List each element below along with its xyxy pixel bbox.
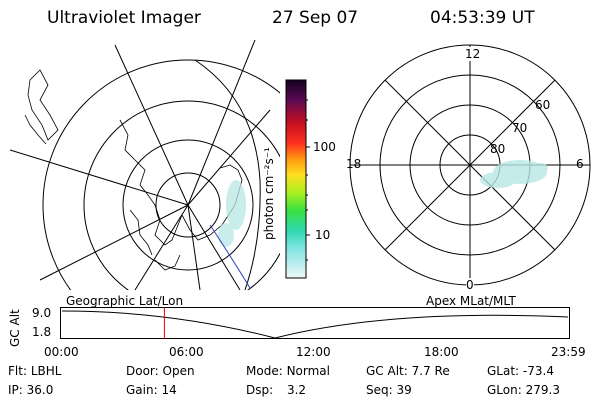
meridian-line <box>187 204 201 290</box>
apex-label: Apex MLat/MLT <box>426 294 516 308</box>
coastline-antarctic-peninsula <box>119 119 183 246</box>
colorbar-unit-label: photon cm⁻²s⁻¹ <box>262 147 276 240</box>
timeline-ytick-top: 9.0 <box>32 306 52 320</box>
xtick-2359: 23:59 <box>551 345 586 359</box>
aurora-emission-polar <box>480 160 548 188</box>
meridian-line <box>187 40 256 206</box>
meridian-line <box>114 44 189 206</box>
xtick-0600: 06:00 <box>169 345 204 359</box>
coastline-island <box>129 209 153 256</box>
instrument-title: Ultraviolet Imager <box>47 8 201 28</box>
timeline-ytick-bottom: 1.8 <box>32 325 52 339</box>
xtick-1200: 12:00 <box>296 345 331 359</box>
altitude-curve <box>61 310 569 339</box>
date-label: 27 Sep 07 <box>272 8 359 28</box>
colorbar <box>285 79 310 279</box>
colorbar-tick-10: 10 <box>315 228 331 242</box>
status-gain: Gain: 14 <box>126 383 177 397</box>
timeline-ylabel: GC Alt <box>8 309 22 347</box>
status-ip: IP: 36.0 <box>8 383 54 397</box>
xtick-0000: 00:00 <box>44 345 79 359</box>
status-mode: Mode: Normal <box>246 364 330 378</box>
status-gc-alt: GC Alt: 7.7 Re <box>366 364 450 378</box>
polar-plot <box>349 44 591 286</box>
status-dsp: Dsp: 3.2 <box>246 383 307 397</box>
mlt-label-top: 12 <box>465 47 481 61</box>
earth-limb <box>194 59 261 290</box>
lat-circle <box>155 172 221 238</box>
mlt-label-right: 6 <box>576 157 584 171</box>
lat-label-80: 80 <box>490 142 506 156</box>
meridian-line <box>187 109 271 206</box>
colorbar-tick-100: 100 <box>313 140 336 154</box>
coastline-shelf <box>154 254 181 271</box>
lat-circle <box>83 100 280 290</box>
satellite-ground-track <box>209 224 251 289</box>
meridian-line <box>187 204 241 290</box>
lat-label-60: 60 <box>535 98 551 112</box>
aurora-emission-geo <box>218 180 246 247</box>
coastline-north <box>24 114 47 145</box>
mlt-label-left: 18 <box>346 157 362 171</box>
status-seq: Seq: 39 <box>366 383 412 397</box>
xtick-1800: 18:00 <box>424 345 459 359</box>
time-label: 04:53:39 UT <box>430 8 535 28</box>
meridian-line <box>134 204 189 290</box>
status-glon: GLon: 279.3 <box>487 383 560 397</box>
status-door: Door: Open <box>126 364 195 378</box>
lat-circle <box>122 139 254 271</box>
status-filter: Flt: LBHL <box>8 364 62 378</box>
geographic-map <box>10 40 280 290</box>
status-glat: GLat: -73.4 <box>487 364 554 378</box>
geographic-label: Geographic Lat/Lon <box>66 294 184 308</box>
meridian-line <box>39 204 189 281</box>
lat-circle <box>42 59 280 290</box>
diagonal-line <box>384 79 556 251</box>
meridian-line <box>10 149 189 206</box>
mlt-label-bottom: 0 <box>466 278 474 292</box>
coastline-south-america <box>27 69 59 141</box>
altitude-timeline <box>60 307 570 339</box>
lat-label-70: 70 <box>512 121 528 135</box>
